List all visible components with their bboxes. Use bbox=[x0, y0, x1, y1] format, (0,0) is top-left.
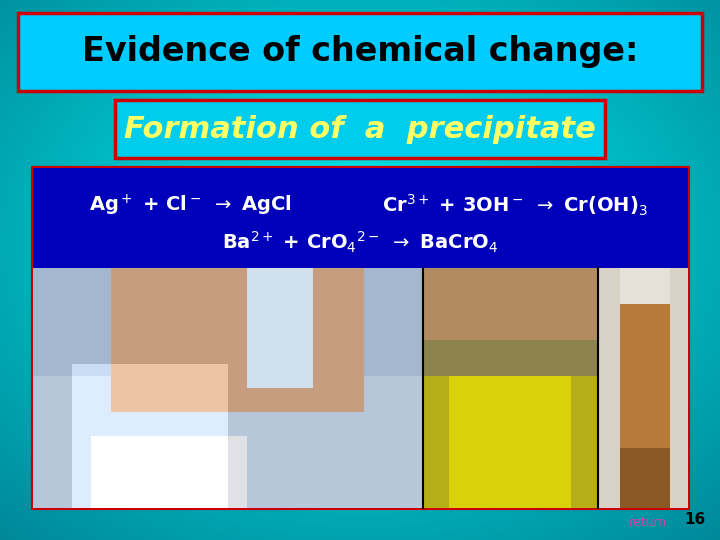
Text: Ba$^{2+}$ + CrO$_4$$^{2-}$ $\rightarrow$ BaCrO$_4$: Ba$^{2+}$ + CrO$_4$$^{2-}$ $\rightarrow$… bbox=[222, 230, 498, 254]
Bar bbox=[33, 168, 688, 508]
Text: Evidence of chemical change:: Evidence of chemical change: bbox=[82, 36, 638, 69]
Bar bbox=[115, 100, 605, 158]
Text: Ag$^+$ + Cl$^-$ $\rightarrow$ AgCl: Ag$^+$ + Cl$^-$ $\rightarrow$ AgCl bbox=[89, 192, 292, 218]
Text: Formation of  a  precipitate: Formation of a precipitate bbox=[124, 114, 596, 144]
Text: return: return bbox=[629, 516, 667, 529]
Text: Cr$^{3+}$ + 3OH$^-$ $\rightarrow$ Cr(OH)$_3$: Cr$^{3+}$ + 3OH$^-$ $\rightarrow$ Cr(OH)… bbox=[382, 192, 648, 218]
Text: 16: 16 bbox=[685, 512, 706, 528]
Bar bbox=[33, 168, 688, 268]
Bar bbox=[18, 13, 702, 91]
